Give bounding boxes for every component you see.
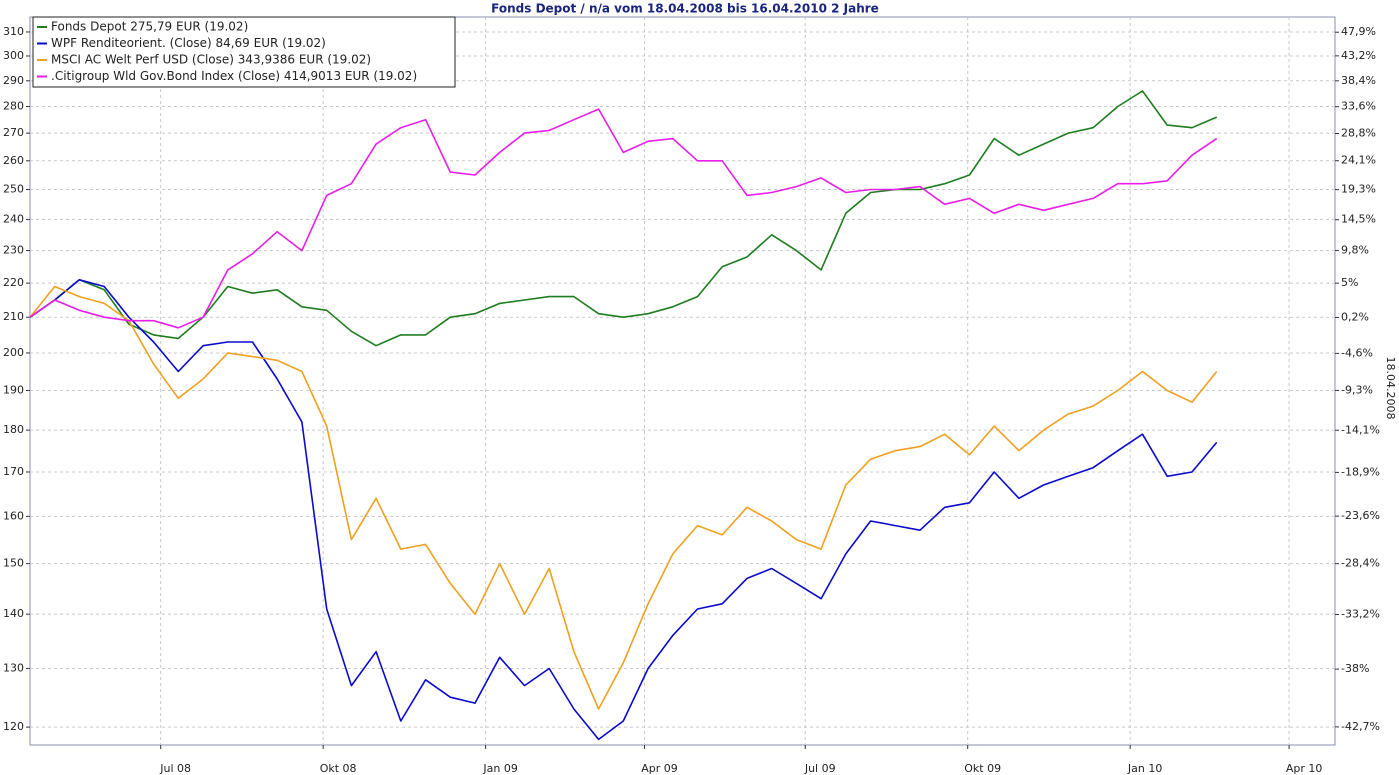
y2-tick-label: 14,5% (1341, 213, 1376, 226)
series-line (29, 108, 1218, 329)
legend-label: .Citigroup Wld Gov.Bond Index (Close) 41… (51, 69, 417, 83)
y2-tick-label: 47,9% (1341, 25, 1376, 38)
y-tick-label: 130 (3, 661, 24, 674)
y-tick-label: 200 (3, 346, 24, 359)
y-tick-label: 230 (3, 244, 24, 257)
y2-tick-label: 43,2% (1341, 49, 1376, 62)
x-tick-label: Apr 09 (641, 762, 678, 775)
plot-area (29, 16, 1336, 746)
y-tick-label: 290 (3, 74, 24, 87)
legend: Fonds Depot 275,79 EUR (19.02) WPF Rendit… (32, 16, 456, 88)
y2-tick-label: 19,3% (1341, 183, 1376, 196)
y2-tick-label: -42,7% (1341, 720, 1380, 733)
y2-tick-label: 9,8% (1341, 243, 1369, 256)
x-tick-label: Jan 10 (1127, 762, 1162, 775)
y-tick-label: 180 (3, 423, 24, 436)
y2-tick-label: 38,4% (1341, 74, 1376, 87)
y-tick-label: 250 (3, 183, 24, 196)
y-tick-label: 220 (3, 276, 24, 289)
y2-tick-label: 33,6% (1341, 100, 1376, 113)
y-tick-label: 270 (3, 126, 24, 139)
x-tick-label: Jul 08 (159, 762, 191, 775)
y2-tick-label: -18,9% (1341, 465, 1380, 478)
y-tick-label: 190 (3, 384, 24, 397)
x-tick-label: Jul 09 (804, 762, 836, 775)
legend-label: MSCI AC Welt Perf USD (Close) 343,9386 E… (51, 53, 371, 67)
series-line (29, 90, 1218, 347)
y2-tick-label: -14,1% (1341, 423, 1380, 436)
y-tick-label: 300 (3, 49, 24, 62)
y2-axis-label: 18.04.2008 (1384, 357, 1397, 420)
y-tick-label: 310 (3, 25, 24, 38)
y2-tick-label: -4,6% (1341, 346, 1373, 359)
series-line (29, 279, 1218, 741)
y-tick-label: 150 (3, 557, 24, 570)
y-tick-label: 140 (3, 607, 24, 620)
y2-tick-label: -33,2% (1341, 607, 1380, 620)
y2-tick-label: 5% (1341, 276, 1358, 289)
x-tick-label: Jan 09 (482, 762, 517, 775)
chart-title: Fonds Depot / n/a vom 18.04.2008 bis 16.… (491, 2, 879, 16)
legend-label: WPF Renditeorient. (Close) 84,69 EUR (19… (51, 36, 326, 50)
y-tick-label: 160 (3, 509, 24, 522)
y-tick-label: 210 (3, 310, 24, 323)
y2-tick-label: -28,4% (1341, 557, 1380, 570)
y2-tick-label: 28,8% (1341, 126, 1376, 139)
x-tick-label: Okt 09 (964, 762, 1001, 775)
series-line (29, 285, 1218, 710)
y2-tick-label: 24,1% (1341, 154, 1376, 167)
y-tick-label: 260 (3, 154, 24, 167)
y-tick-label: 120 (3, 720, 24, 733)
legend-box (32, 16, 456, 88)
y-tick-label: 280 (3, 100, 24, 113)
y2-tick-label: 0,2% (1341, 310, 1369, 323)
y2-tick-label: -38% (1341, 662, 1369, 675)
x-tick-label: Okt 08 (320, 762, 357, 775)
y2-tick-label: -23,6% (1341, 509, 1380, 522)
x-tick-label: Apr 10 (1286, 762, 1323, 775)
y-tick-label: 240 (3, 212, 24, 225)
y-tick-label: 170 (3, 465, 24, 478)
y2-tick-label: -9,3% (1341, 383, 1373, 396)
legend-label: Fonds Depot 275,79 EUR (19.02) (51, 20, 248, 34)
